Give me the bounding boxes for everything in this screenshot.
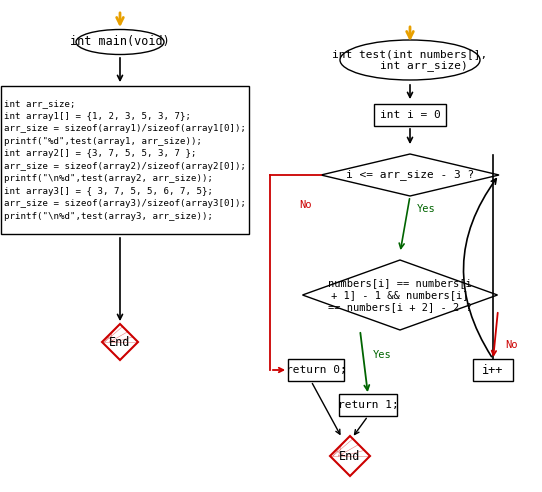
Text: i++: i++ — [482, 364, 504, 376]
Polygon shape — [330, 436, 370, 476]
Text: int main(void): int main(void) — [70, 35, 170, 49]
Text: int test(int numbers[],
    int arr_size): int test(int numbers[], int arr_size) — [332, 49, 488, 71]
Text: int arr_size;
int array1[] = {1, 2, 3, 5, 3, 7};
arr_size = sizeof(array1)/sizeo: int arr_size; int array1[] = {1, 2, 3, 5… — [4, 99, 246, 221]
Text: End: End — [109, 336, 131, 348]
Text: End: End — [339, 450, 360, 462]
Text: return 0;: return 0; — [286, 365, 346, 375]
Bar — [288, 359, 344, 381]
Bar — [339, 394, 397, 416]
Bar — [374, 104, 446, 126]
Text: return 1;: return 1; — [338, 400, 398, 410]
Ellipse shape — [76, 30, 164, 55]
Text: numbers[i] == numbers[i
+ 1] - 1 && numbers[i]
== numbers[i + 2] - 2 ?: numbers[i] == numbers[i + 1] - 1 && numb… — [328, 277, 472, 312]
Bar — [473, 359, 513, 381]
Text: No: No — [506, 340, 518, 350]
Text: int i = 0: int i = 0 — [379, 110, 440, 120]
Polygon shape — [321, 154, 499, 196]
Text: i <= arr_size - 3 ?: i <= arr_size - 3 ? — [346, 170, 474, 181]
Bar — [1, 86, 249, 234]
Polygon shape — [302, 260, 498, 330]
Polygon shape — [102, 324, 138, 360]
Text: Yes: Yes — [373, 350, 391, 360]
Text: Yes: Yes — [417, 204, 435, 214]
Text: No: No — [299, 200, 311, 210]
Ellipse shape — [340, 40, 480, 80]
